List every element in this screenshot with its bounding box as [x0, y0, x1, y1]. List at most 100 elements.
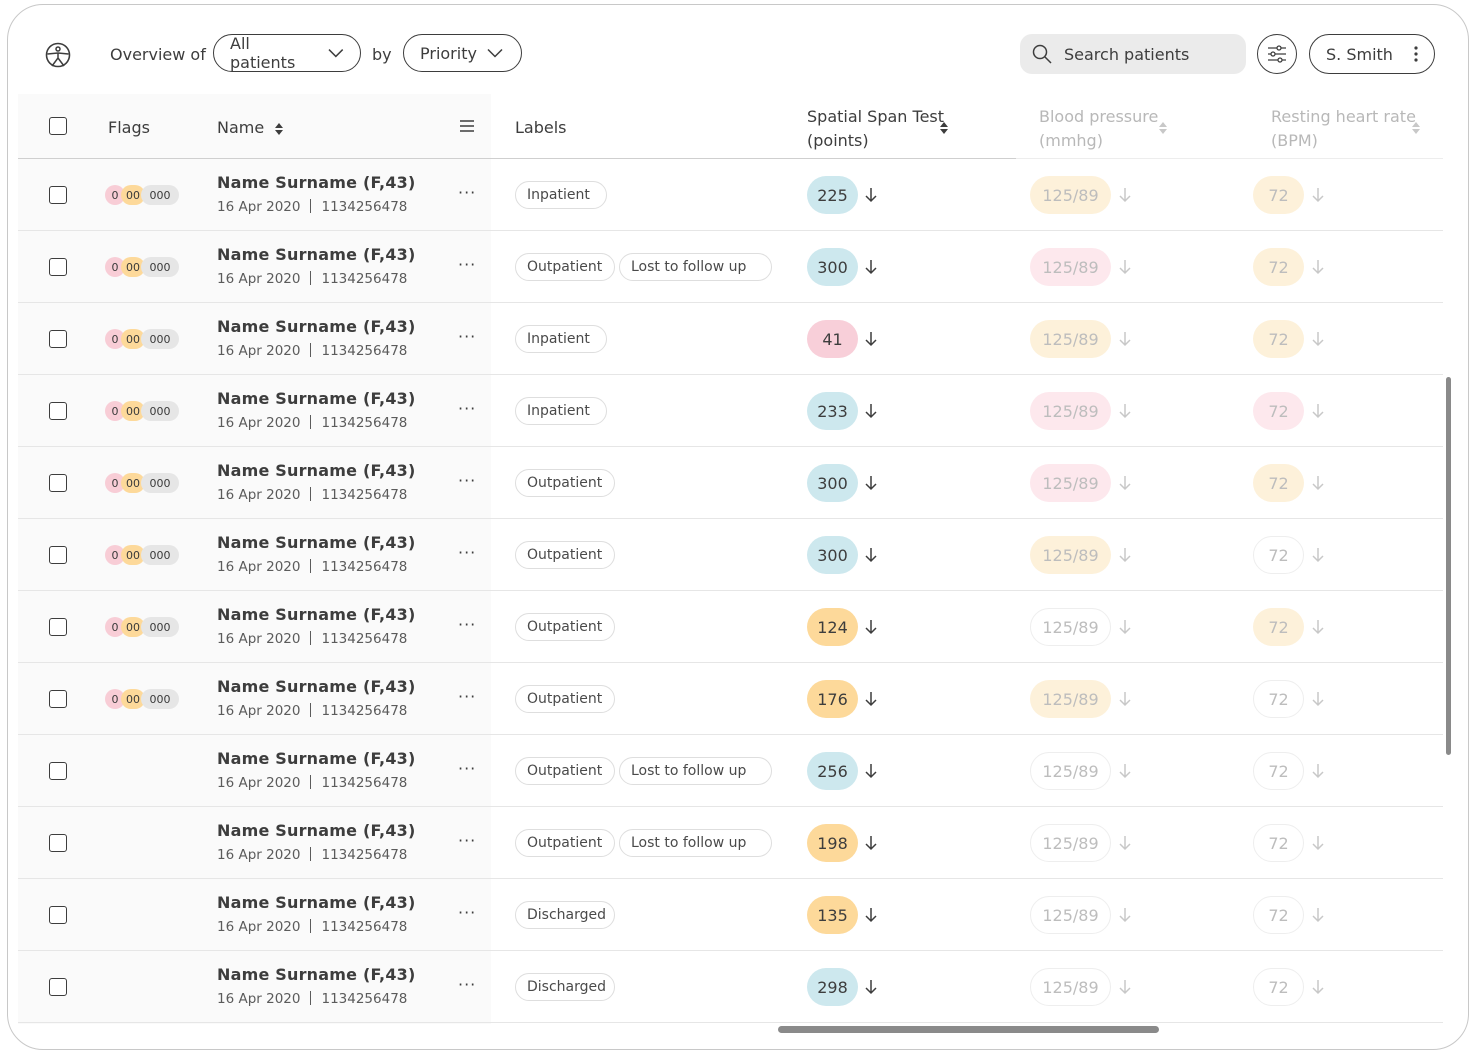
blood-pressure-value[interactable]: 125/89	[1030, 680, 1111, 718]
patient-label-tag[interactable]: Outpatient	[515, 253, 615, 281]
spatial-span-value[interactable]: 198	[807, 824, 858, 862]
patient-name[interactable]: Name Surname (F,43)	[217, 821, 416, 840]
row-more-button[interactable]: ···	[458, 471, 477, 490]
filter-settings-button[interactable]	[1257, 34, 1297, 74]
row-checkbox[interactable]	[49, 978, 67, 996]
blood-pressure-value[interactable]: 125/89	[1030, 536, 1111, 574]
sort-icon[interactable]	[1412, 121, 1420, 135]
row-checkbox[interactable]	[49, 690, 67, 708]
heart-rate-value[interactable]: 72	[1253, 464, 1304, 502]
row-more-button[interactable]: ···	[458, 543, 477, 562]
sort-dropdown[interactable]: Priority	[403, 34, 522, 72]
table-row[interactable]: 0 00 000 Name Surname (F,43) 16 Apr 2020 1134…	[18, 663, 1443, 735]
row-checkbox[interactable]	[49, 546, 67, 564]
row-checkbox[interactable]	[49, 474, 67, 492]
sort-icon[interactable]	[275, 122, 284, 136]
select-all-checkbox[interactable]	[49, 117, 67, 135]
patient-name[interactable]: Name Surname (F,43)	[217, 389, 416, 408]
table-row[interactable]: Name Surname (F,43) 16 Apr 2020 1134256478…	[18, 879, 1443, 951]
row-checkbox[interactable]	[49, 762, 67, 780]
blood-pressure-value[interactable]: 125/89	[1030, 608, 1111, 646]
col-name[interactable]: Name	[217, 118, 284, 137]
col-spatial-span[interactable]: Spatial Span Test (points)	[807, 105, 944, 153]
row-more-button[interactable]: ···	[458, 975, 477, 994]
row-more-button[interactable]: ···	[458, 255, 477, 274]
table-row[interactable]: 0 00 000 Name Surname (F,43) 16 Apr 2020 1134…	[18, 447, 1443, 519]
patient-label-tag[interactable]: Lost to follow up	[619, 757, 772, 785]
patient-label-tag[interactable]: Inpatient	[515, 397, 607, 425]
row-more-button[interactable]: ···	[458, 831, 477, 850]
patient-filter-dropdown[interactable]: All patients	[213, 34, 361, 72]
heart-rate-value[interactable]: 72	[1253, 320, 1304, 358]
table-row[interactable]: 0 00 000 Name Surname (F,43) 16 Apr 2020 1134…	[18, 303, 1443, 375]
search-input[interactable]: Search patients	[1020, 34, 1246, 74]
patient-name[interactable]: Name Surname (F,43)	[217, 173, 416, 192]
table-row[interactable]: 0 00 000 Name Surname (F,43) 16 Apr 2020 1134…	[18, 591, 1443, 663]
horizontal-scrollbar[interactable]	[778, 1026, 1159, 1033]
table-row[interactable]: 0 00 000 Name Surname (F,43) 16 Apr 2020 1134…	[18, 375, 1443, 447]
patient-label-tag[interactable]: Discharged	[515, 973, 615, 1001]
row-checkbox[interactable]	[49, 258, 67, 276]
patient-label-tag[interactable]: Inpatient	[515, 181, 607, 209]
heart-rate-value[interactable]: 72	[1253, 536, 1304, 574]
heart-rate-value[interactable]: 72	[1253, 176, 1304, 214]
table-row[interactable]: 0 00 000 Name Surname (F,43) 16 Apr 2020 1134…	[18, 231, 1443, 303]
blood-pressure-value[interactable]: 125/89	[1030, 176, 1111, 214]
col-resting-heart-rate[interactable]: Resting heart rate (BPM)	[1271, 105, 1416, 153]
table-row[interactable]: Name Surname (F,43) 16 Apr 2020 1134256478…	[18, 735, 1443, 807]
row-more-button[interactable]: ···	[458, 759, 477, 778]
patient-name[interactable]: Name Surname (F,43)	[217, 533, 416, 552]
heart-rate-value[interactable]: 72	[1253, 752, 1304, 790]
spatial-span-value[interactable]: 256	[807, 752, 858, 790]
user-menu-button[interactable]: S. Smith	[1309, 34, 1435, 74]
column-menu-icon[interactable]	[460, 120, 474, 132]
patient-name[interactable]: Name Surname (F,43)	[217, 605, 416, 624]
blood-pressure-value[interactable]: 125/89	[1030, 896, 1111, 934]
row-checkbox[interactable]	[49, 186, 67, 204]
spatial-span-value[interactable]: 176	[807, 680, 858, 718]
spatial-span-value[interactable]: 225	[807, 176, 858, 214]
heart-rate-value[interactable]: 72	[1253, 680, 1304, 718]
row-more-button[interactable]: ···	[458, 327, 477, 346]
patient-label-tag[interactable]: Outpatient	[515, 757, 615, 785]
heart-rate-value[interactable]: 72	[1253, 896, 1304, 934]
spatial-span-value[interactable]: 300	[807, 464, 858, 502]
blood-pressure-value[interactable]: 125/89	[1030, 392, 1111, 430]
patient-label-tag[interactable]: Discharged	[515, 901, 615, 929]
blood-pressure-value[interactable]: 125/89	[1030, 248, 1111, 286]
spatial-span-value[interactable]: 300	[807, 248, 858, 286]
table-row[interactable]: 0 00 000 Name Surname (F,43) 16 Apr 2020 1134…	[18, 159, 1443, 231]
patient-label-tag[interactable]: Outpatient	[515, 685, 615, 713]
table-row[interactable]: Name Surname (F,43) 16 Apr 2020 1134256478…	[18, 951, 1443, 1023]
spatial-span-value[interactable]: 300	[807, 536, 858, 574]
blood-pressure-value[interactable]: 125/89	[1030, 752, 1111, 790]
blood-pressure-value[interactable]: 125/89	[1030, 968, 1111, 1006]
patient-name[interactable]: Name Surname (F,43)	[217, 461, 416, 480]
patient-name[interactable]: Name Surname (F,43)	[217, 749, 416, 768]
row-checkbox[interactable]	[49, 402, 67, 420]
blood-pressure-value[interactable]: 125/89	[1030, 464, 1111, 502]
patient-label-tag[interactable]: Outpatient	[515, 541, 615, 569]
patient-name[interactable]: Name Surname (F,43)	[217, 677, 416, 696]
heart-rate-value[interactable]: 72	[1253, 824, 1304, 862]
row-checkbox[interactable]	[49, 906, 67, 924]
patient-name[interactable]: Name Surname (F,43)	[217, 245, 416, 264]
spatial-span-value[interactable]: 124	[807, 608, 858, 646]
table-row[interactable]: Name Surname (F,43) 16 Apr 2020 1134256478…	[18, 807, 1443, 879]
row-more-button[interactable]: ···	[458, 183, 477, 202]
spatial-span-value[interactable]: 41	[807, 320, 858, 358]
patient-name[interactable]: Name Surname (F,43)	[217, 317, 416, 336]
row-more-button[interactable]: ···	[458, 903, 477, 922]
table-row[interactable]: 0 00 000 Name Surname (F,43) 16 Apr 2020 1134…	[18, 519, 1443, 591]
spatial-span-value[interactable]: 233	[807, 392, 858, 430]
blood-pressure-value[interactable]: 125/89	[1030, 320, 1111, 358]
vertical-scrollbar[interactable]	[1446, 377, 1451, 755]
sort-icon[interactable]	[1159, 121, 1167, 135]
heart-rate-value[interactable]: 72	[1253, 608, 1304, 646]
row-checkbox[interactable]	[49, 834, 67, 852]
spatial-span-value[interactable]: 135	[807, 896, 858, 934]
blood-pressure-value[interactable]: 125/89	[1030, 824, 1111, 862]
row-more-button[interactable]: ···	[458, 399, 477, 418]
heart-rate-value[interactable]: 72	[1253, 248, 1304, 286]
patient-label-tag[interactable]: Lost to follow up	[619, 829, 772, 857]
